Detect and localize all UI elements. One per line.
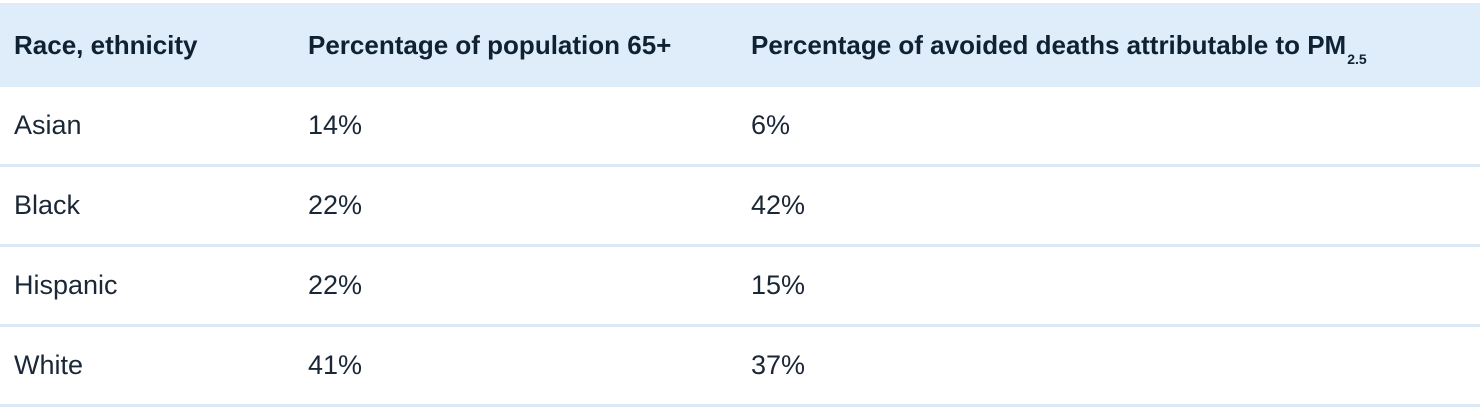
header-race-ethnicity: Race, ethnicity bbox=[14, 29, 198, 60]
cell-population-65: 22% bbox=[308, 190, 363, 220]
table-header-row: Race, ethnicity Percentage of population… bbox=[0, 3, 1480, 87]
table-row: Hispanic 22% 15% bbox=[0, 247, 1480, 327]
cell-race: Hispanic bbox=[14, 270, 118, 300]
header-population-65: Percentage of population 65+ bbox=[308, 29, 672, 60]
cell-race: White bbox=[14, 350, 84, 380]
cell-avoided-deaths: 37% bbox=[751, 350, 806, 380]
cell-avoided-deaths: 15% bbox=[751, 270, 806, 300]
table-row: White 41% 37% bbox=[0, 327, 1480, 407]
cell-race: Black bbox=[14, 190, 81, 220]
header-avoided-deaths-label: Percentage of avoided deaths attributabl… bbox=[751, 29, 1347, 60]
pm-subscript: 2.5 bbox=[1347, 50, 1367, 67]
table-row: Asian 14% 6% bbox=[0, 87, 1480, 167]
cell-population-65: 14% bbox=[308, 110, 363, 140]
cell-avoided-deaths: 6% bbox=[751, 110, 791, 140]
table-row: Black 22% 42% bbox=[0, 167, 1480, 247]
cell-population-65: 41% bbox=[308, 350, 363, 380]
header-avoided-deaths: Percentage of avoided deaths attributabl… bbox=[737, 29, 1480, 67]
cell-avoided-deaths: 42% bbox=[751, 190, 806, 220]
cell-race: Asian bbox=[14, 110, 82, 140]
cell-population-65: 22% bbox=[308, 270, 363, 300]
